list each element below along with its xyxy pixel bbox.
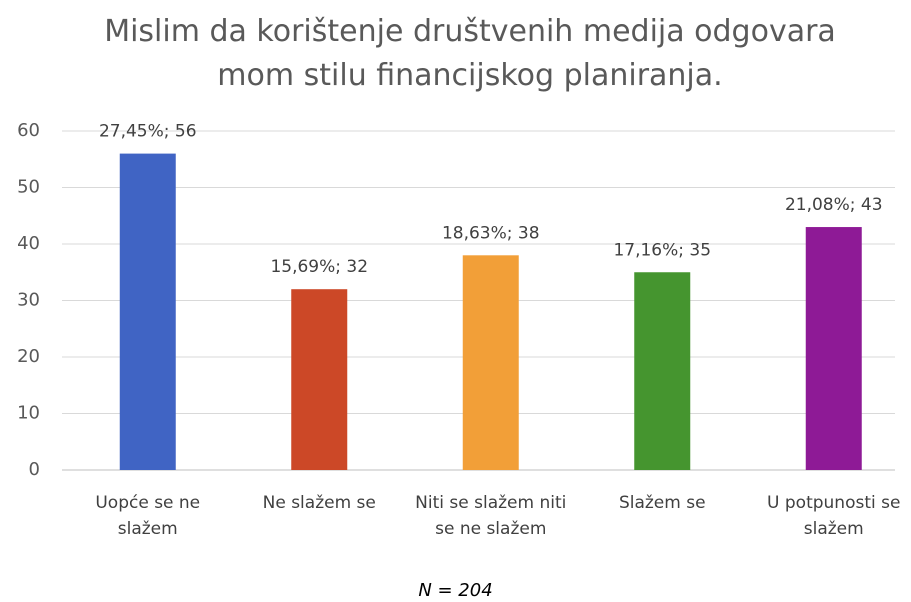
y-tick-label: 20	[17, 346, 40, 367]
data-label: 27,45%; 56	[99, 122, 197, 142]
data-label: 17,16%; 35	[613, 240, 711, 260]
x-tick-label: U potpunosti se slažem	[767, 493, 901, 539]
x-tick-label: Slažem se	[618, 493, 706, 513]
y-tick-label: 30	[17, 290, 40, 311]
y-tick-label: 40	[17, 233, 40, 254]
bar	[634, 272, 691, 470]
x-tick-label: Ne slažem se	[262, 493, 376, 513]
y-tick-label: 10	[17, 403, 40, 424]
x-tick-label: Uopće se ne slažem	[95, 493, 201, 539]
x-tick-label: Niti se slažem niti se ne slažem	[415, 493, 567, 539]
bar	[805, 227, 862, 470]
footnote: N = 204	[418, 580, 493, 601]
bar	[119, 153, 176, 470]
chart-title: Mislim da korištenje društvenih medija o…	[104, 14, 836, 93]
bar	[291, 289, 348, 470]
bar	[462, 255, 519, 470]
data-label: 21,08%; 43	[785, 195, 883, 215]
data-label: 18,63%; 38	[442, 223, 540, 243]
y-tick-label: 60	[17, 120, 40, 141]
y-tick-label: 50	[17, 177, 40, 198]
y-tick-label: 0	[29, 459, 40, 480]
data-label: 15,69%; 32	[270, 257, 368, 277]
